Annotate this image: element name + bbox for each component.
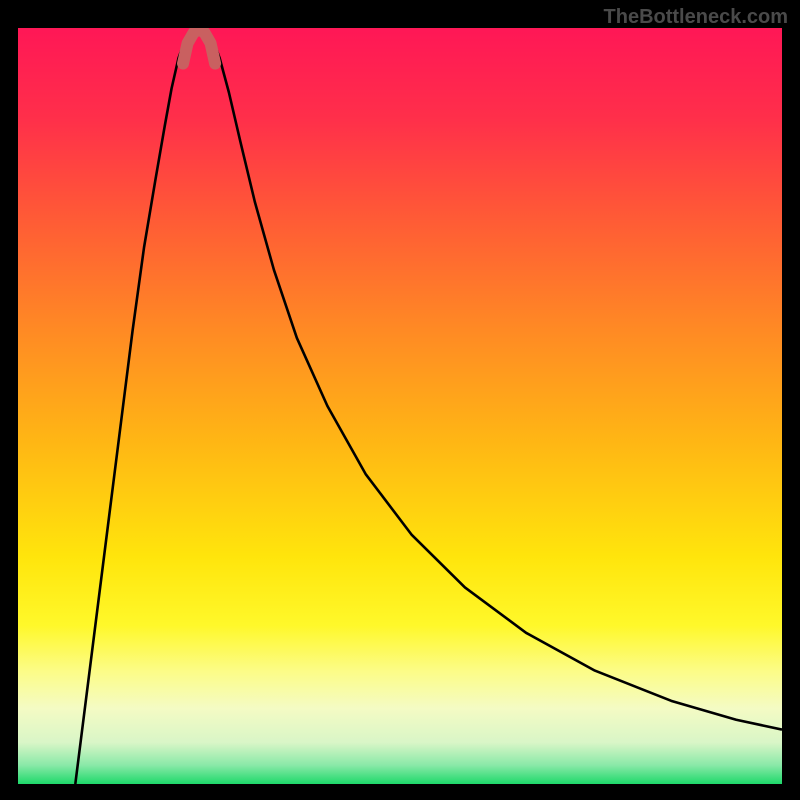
chart-frame: TheBottleneck.com [0, 0, 800, 800]
gradient-background [18, 28, 782, 784]
bottleneck-chart [18, 28, 782, 784]
watermark-text: TheBottleneck.com [604, 6, 788, 29]
